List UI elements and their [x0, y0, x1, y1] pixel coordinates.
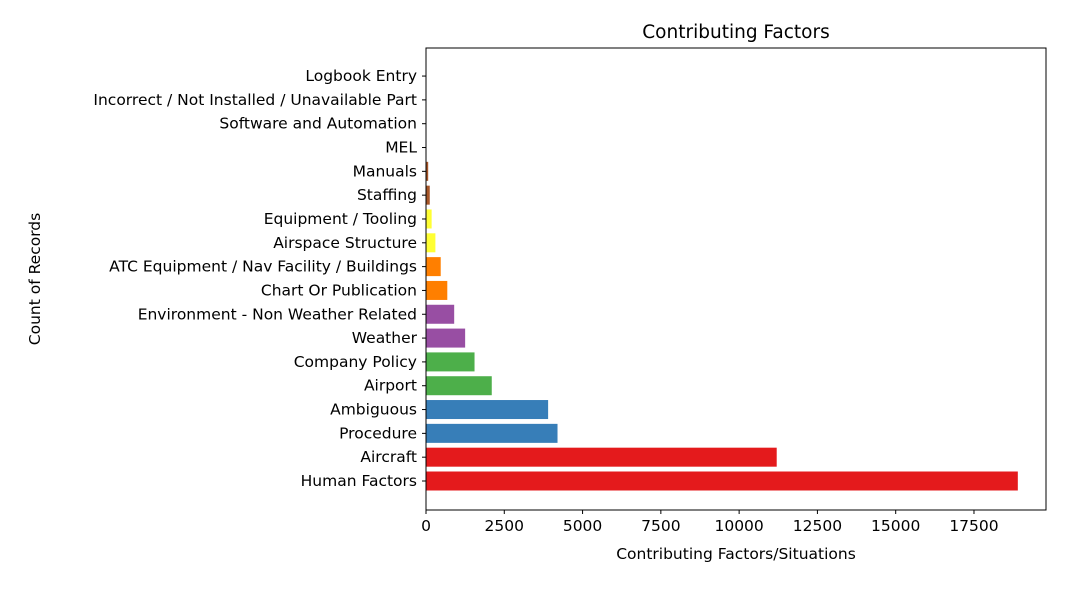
y-tick-label: Company Policy — [294, 353, 417, 371]
y-tick-label: Equipment / Tooling — [264, 210, 417, 228]
x-tick-label: 12500 — [793, 517, 842, 535]
bar-atc-equipment-nav-facility-buildings — [426, 257, 441, 277]
y-tick-label: Chart Or Publication — [261, 281, 417, 299]
bar-weather — [426, 328, 466, 348]
x-tick-label: 2500 — [485, 517, 524, 535]
x-tick-label: 5000 — [563, 517, 602, 535]
y-tick-label: Software and Automation — [219, 115, 417, 133]
bar-airport — [426, 376, 492, 396]
bar-company-policy — [426, 352, 475, 372]
x-tick-label: 17500 — [949, 517, 998, 535]
x-tick-label: 10000 — [714, 517, 763, 535]
bar-human-factors — [426, 471, 1018, 491]
x-tick-label: 7500 — [641, 517, 680, 535]
y-tick-label: Logbook Entry — [305, 67, 417, 85]
y-tick-label: Ambiguous — [330, 401, 417, 419]
y-axis-ticks: Human Factors Aircraft Procedure Ambiguous A… — [93, 67, 426, 490]
x-tick-label: 0 — [421, 517, 431, 535]
y-tick-label: Environment - Non Weather Related — [138, 305, 417, 323]
y-tick-label: Human Factors — [301, 472, 417, 490]
bar-staffing — [426, 185, 430, 205]
y-tick-label: Weather — [352, 329, 418, 347]
bar-manuals — [426, 161, 429, 181]
bar-equipment-tooling — [426, 209, 432, 229]
bar-airspace-structure — [426, 233, 436, 253]
y-tick-label: MEL — [385, 139, 417, 157]
x-axis-ticks: 0 2500 5000 7500 10000 12500 15000 17500 — [421, 510, 999, 535]
y-axis-label: Count of Records — [26, 213, 44, 345]
y-tick-label: Incorrect / Not Installed / Unavailable … — [93, 91, 417, 109]
bar-procedure — [426, 423, 558, 443]
bars-group — [426, 161, 1018, 491]
bar-ambiguous — [426, 400, 549, 420]
x-axis-label: Contributing Factors/Situations — [616, 545, 856, 563]
bar-environment-non-weather-related — [426, 304, 455, 324]
x-tick-label: 15000 — [871, 517, 920, 535]
plot-frame — [425, 47, 1047, 511]
y-tick-label: Airport — [364, 377, 417, 395]
bar-chart-or-publication — [426, 280, 448, 300]
y-tick-label: Aircraft — [360, 448, 417, 466]
y-tick-label: Staffing — [357, 186, 417, 204]
y-tick-label: Procedure — [339, 424, 417, 442]
y-tick-label: Airspace Structure — [273, 234, 417, 252]
chart-title: Contributing Factors — [642, 22, 829, 43]
y-tick-label: Manuals — [353, 162, 417, 180]
y-tick-label: ATC Equipment / Nav Facility / Buildings — [109, 258, 417, 276]
bar-aircraft — [426, 447, 777, 467]
